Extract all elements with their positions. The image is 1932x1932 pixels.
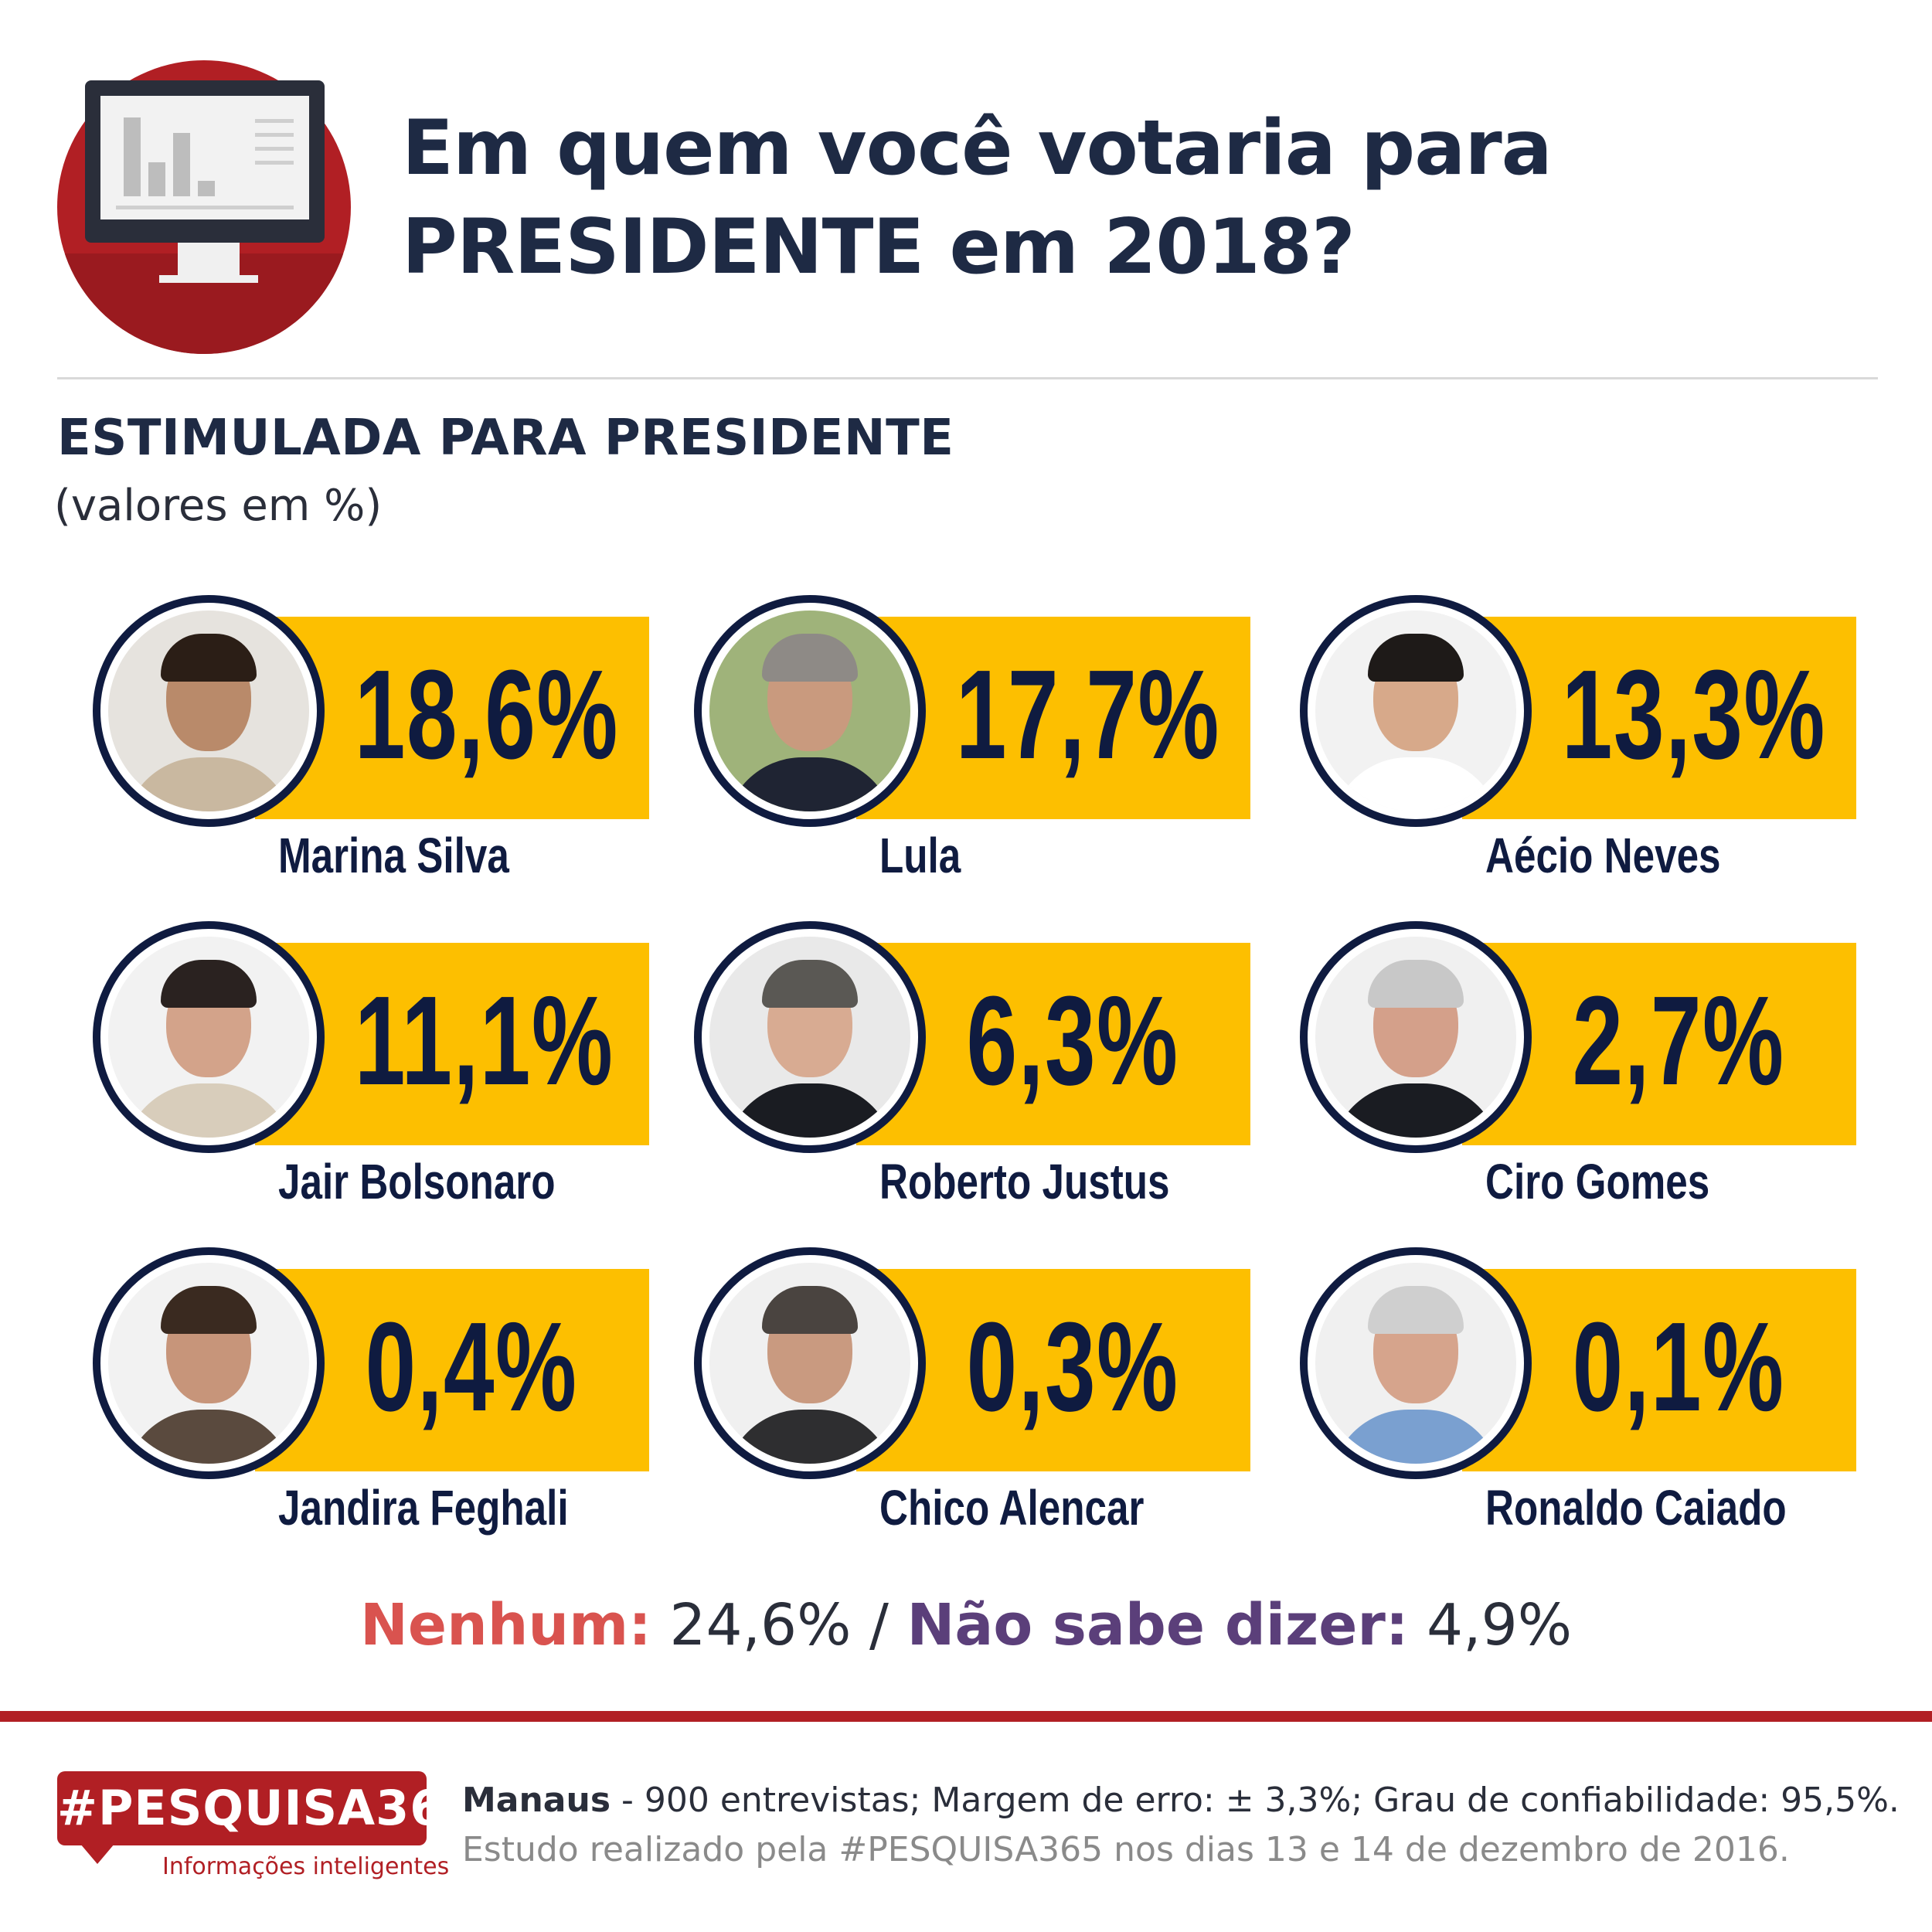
candidate-name: Lula (879, 828, 961, 883)
nenhum-value: 24,6% (669, 1592, 852, 1658)
candidate-card: 18,6% Marina Silva (93, 595, 649, 883)
candidate-card: 6,3% Roberto Justus (694, 921, 1250, 1209)
speech-bubble-tail-icon (80, 1844, 114, 1864)
candidate-card: 0,3% Chico Alencar (694, 1247, 1250, 1536)
candidate-percentage: 18,6% (354, 644, 619, 785)
page-title: Em quem você votaria para PRESIDENTE em … (402, 99, 1553, 297)
candidate-percentage: 6,3% (966, 970, 1179, 1111)
candidate-card: 0,4% Jandira Feghali (93, 1247, 649, 1536)
candidate-name: Ciro Gomes (1485, 1154, 1710, 1209)
candidate-percentage: 0,1% (1572, 1296, 1785, 1437)
monitor-stand-icon (178, 243, 240, 277)
candidate-name: Roberto Justus (879, 1154, 1170, 1209)
candidate-card: 0,1% Ronaldo Caiado (1300, 1247, 1856, 1536)
separator: / (869, 1592, 889, 1658)
candidate-photo (1300, 921, 1532, 1153)
candidate-photo (694, 921, 926, 1153)
methodology-details: - 900 entrevistas; Margem de erro: ± 3,3… (621, 1781, 1900, 1820)
other-answers: Nenhum: 24,6% / Não sabe dizer: 4,9% (0, 1592, 1932, 1658)
nenhum-label: Nenhum: (359, 1592, 651, 1658)
candidate-percentage: 0,4% (365, 1296, 578, 1437)
candidate-percentage: 2,7% (1572, 970, 1785, 1111)
divider (57, 377, 1878, 379)
monitor-base-icon (159, 275, 258, 283)
footer-divider (0, 1711, 1932, 1722)
candidate-photo (1300, 595, 1532, 827)
city: Manaus (462, 1781, 611, 1820)
brand-badge: #PESQUISA365 (57, 1771, 478, 1845)
candidate-name: Marina Silva (278, 828, 509, 883)
candidate-name: Aécio Neves (1485, 828, 1721, 883)
candidate-card: 13,3% Aécio Neves (1300, 595, 1856, 883)
nao-sabe-value: 4,9% (1427, 1592, 1573, 1658)
candidate-percentage: 0,3% (966, 1296, 1179, 1437)
candidate-card: 11,1% Jair Bolsonaro (93, 921, 649, 1209)
title-line-2: PRESIDENTE em 2018? (402, 203, 1355, 291)
candidate-percentage: 11,1% (354, 970, 614, 1111)
candidate-photo (694, 595, 926, 827)
candidate-name: Ronaldo Caiado (1485, 1480, 1787, 1536)
candidate-card: 17,7% Lula (694, 595, 1250, 883)
brand-tagline: Informações inteligentes (162, 1853, 450, 1880)
candidate-photo (93, 595, 325, 827)
candidate-card: 2,7% Ciro Gomes (1300, 921, 1856, 1209)
chart-units: (valores em %) (54, 481, 383, 531)
methodology-line: Manaus - 900 entrevistas; Margem de erro… (462, 1781, 1900, 1820)
candidate-photo (694, 1247, 926, 1479)
title-line-1: Em quem você votaria para (402, 104, 1553, 192)
study-note: Estudo realizado pela #PESQUISA365 nos d… (462, 1830, 1790, 1869)
chart-title: ESTIMULADA PARA PRESIDENTE (57, 410, 954, 467)
candidate-photo (93, 921, 325, 1153)
candidate-photo (93, 1247, 325, 1479)
candidate-name: Jair Bolsonaro (278, 1154, 556, 1209)
candidate-name: Chico Alencar (879, 1480, 1145, 1536)
candidate-percentage: 13,3% (1561, 644, 1826, 785)
nao-sabe-label: Não sabe dizer: (906, 1592, 1409, 1658)
candidate-name: Jandira Feghali (278, 1480, 569, 1536)
candidate-percentage: 17,7% (955, 644, 1220, 785)
brand-name: #PESQUISA365 (57, 1780, 478, 1836)
monitor-chart-icon (85, 80, 325, 243)
candidate-photo (1300, 1247, 1532, 1479)
